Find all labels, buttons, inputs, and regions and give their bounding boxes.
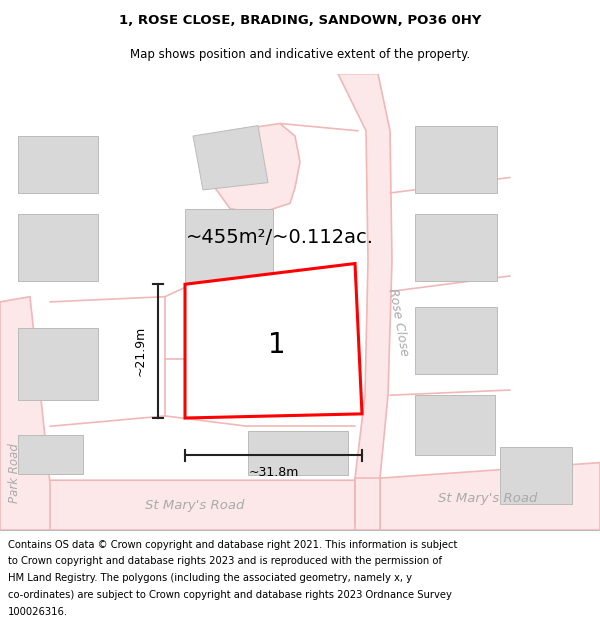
- Polygon shape: [0, 297, 50, 530]
- Text: ~31.8m: ~31.8m: [248, 466, 299, 479]
- Text: Map shows position and indicative extent of the property.: Map shows position and indicative extent…: [130, 48, 470, 61]
- Polygon shape: [0, 480, 375, 530]
- Text: 100026316.: 100026316.: [8, 607, 68, 617]
- Text: Rose Close: Rose Close: [386, 288, 410, 357]
- Text: St Mary's Road: St Mary's Road: [439, 492, 538, 506]
- Text: ~455m²/~0.112ac.: ~455m²/~0.112ac.: [186, 228, 374, 247]
- Text: co-ordinates) are subject to Crown copyright and database rights 2023 Ordnance S: co-ordinates) are subject to Crown copyr…: [8, 590, 452, 600]
- Polygon shape: [185, 264, 362, 418]
- Text: Park Road: Park Road: [7, 443, 20, 503]
- Bar: [248, 431, 348, 475]
- Text: St Mary's Road: St Mary's Road: [145, 499, 245, 512]
- Text: 1: 1: [268, 331, 286, 359]
- Bar: [18, 328, 98, 401]
- Text: Contains OS data © Crown copyright and database right 2021. This information is : Contains OS data © Crown copyright and d…: [8, 539, 457, 549]
- Bar: [18, 214, 98, 281]
- Bar: [18, 434, 83, 474]
- Polygon shape: [380, 462, 600, 530]
- Bar: [215, 312, 325, 406]
- Text: HM Land Registry. The polygons (including the associated geometry, namely x, y: HM Land Registry. The polygons (includin…: [8, 573, 412, 583]
- Bar: [18, 136, 98, 193]
- Bar: [415, 126, 497, 193]
- Polygon shape: [193, 126, 268, 190]
- Bar: [185, 209, 273, 289]
- Bar: [415, 214, 497, 281]
- Bar: [500, 447, 572, 504]
- Polygon shape: [215, 124, 300, 214]
- Text: ~21.9m: ~21.9m: [133, 326, 146, 376]
- Text: 1, ROSE CLOSE, BRADING, SANDOWN, PO36 0HY: 1, ROSE CLOSE, BRADING, SANDOWN, PO36 0H…: [119, 14, 481, 27]
- Bar: [415, 395, 495, 456]
- Polygon shape: [338, 74, 392, 489]
- Text: to Crown copyright and database rights 2023 and is reproduced with the permissio: to Crown copyright and database rights 2…: [8, 556, 442, 566]
- Polygon shape: [355, 478, 380, 530]
- Bar: [415, 307, 497, 374]
